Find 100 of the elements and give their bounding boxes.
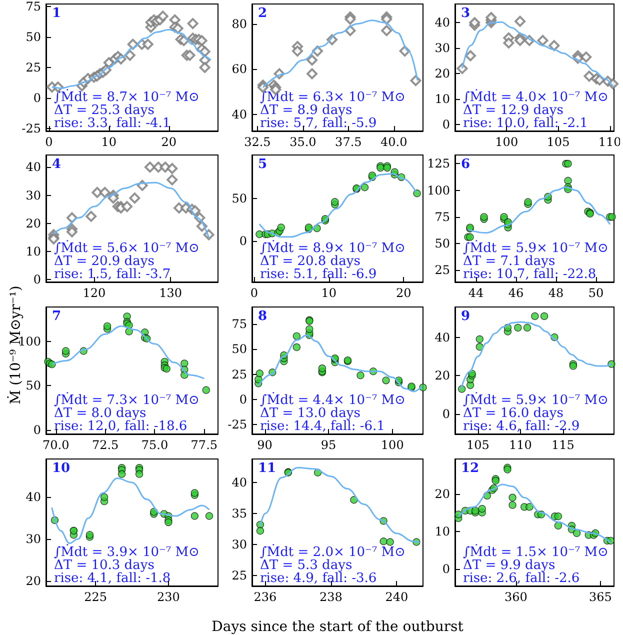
- x-tick-label: 236: [254, 590, 277, 604]
- annotation: ΔT = 20.9 days: [54, 254, 154, 269]
- y-tick-label: 40: [232, 108, 247, 122]
- y-tick-label: 75: [434, 210, 450, 224]
- y-tick-label: 20: [434, 486, 450, 501]
- x-tick-label: 130: [159, 286, 182, 300]
- x-tick-label: 238: [319, 590, 342, 604]
- y-tick-label: 40: [26, 490, 41, 504]
- annotation: ∫Ṁdt = 3.9× 10⁻⁷ M⊙: [54, 544, 200, 560]
- annotation: rise: 10.0, fall: -2.1: [463, 116, 588, 131]
- x-tick-label: 240: [385, 590, 408, 604]
- x-tick-label: 105: [546, 135, 570, 149]
- x-tick-label: 10: [321, 286, 337, 300]
- y-tick-label: 20: [434, 66, 450, 81]
- annotation: ∫Ṁdt = 8.9× 10⁻⁷ M⊙: [260, 240, 406, 256]
- annotation: 4: [52, 157, 62, 172]
- x-tick-label: 365: [589, 590, 612, 604]
- y-tick-label: 75: [232, 317, 247, 332]
- y-tick-label: 0: [442, 562, 450, 576]
- annotation: rise: 1.5, fall: -3.7: [54, 267, 171, 282]
- x-tick-label: 95: [320, 438, 336, 452]
- annotation: rise: 4.1, fall: -1.8: [54, 571, 171, 586]
- annotation: ∫Ṁdt = 2.0× 10⁻⁷ M⊙: [260, 544, 406, 560]
- y-tick-label: 0: [239, 234, 247, 248]
- y-tick-label: 0: [442, 118, 450, 132]
- annotation: 9: [461, 309, 470, 324]
- annotation: ∫Ṁdt = 8.7× 10⁻⁷ M⊙: [54, 89, 200, 105]
- x-tick-label: 110: [509, 438, 532, 452]
- x-tick-label: 20: [161, 135, 176, 149]
- annotation: ∫Ṁdt = 5.9× 10⁻⁷ M⊙: [463, 392, 608, 408]
- x-tick-label: 70.0: [42, 438, 70, 452]
- x-tick-label: 230: [156, 590, 180, 604]
- annotation: ΔT = 8.0 days: [54, 406, 146, 421]
- y-tick-label: 50: [232, 191, 247, 206]
- y-tick-label: 25: [232, 568, 247, 582]
- x-tick-label: 75.0: [141, 438, 168, 452]
- x-tick-label: 32.5: [244, 135, 271, 149]
- y-tick-label: 0: [239, 392, 247, 407]
- annotation: ∫Ṁdt = 4.0× 10⁻⁷ M⊙: [463, 89, 608, 105]
- y-tick-label: 80: [232, 16, 247, 31]
- y-tick-label: 35: [232, 506, 247, 521]
- x-tick-label: 115: [552, 438, 574, 452]
- y-tick-label: 75: [26, 0, 41, 14]
- y-tick-label: 20: [434, 368, 450, 383]
- x-tick-label: 100: [380, 438, 404, 452]
- x-tick-label: 100: [495, 135, 518, 149]
- x-tick-label: 105: [466, 438, 490, 452]
- x-tick-label: 360: [504, 590, 528, 604]
- x-tick-label: 10: [101, 135, 117, 149]
- y-tick-label: 0: [33, 272, 41, 287]
- y-tick-label: 0: [33, 91, 41, 106]
- x-tick-label: 0: [250, 286, 258, 300]
- y-tick-label: 30: [26, 532, 41, 546]
- y-tick-label: 40: [232, 476, 247, 490]
- annotation: ΔT = 5.3 days: [260, 558, 352, 573]
- y-tick-label: 25: [26, 60, 41, 74]
- y-tick-label: 100: [427, 183, 450, 198]
- y-tick-label: 40: [26, 160, 41, 174]
- annotation: rise: 2.6, fall: -2.6: [463, 571, 580, 586]
- x-tick-label: 20: [396, 286, 412, 300]
- annotation: rise: 3.3, fall: -4.1: [54, 116, 171, 131]
- y-tick-label: 40: [434, 330, 450, 344]
- annotation: ΔT = 16.0 days: [463, 406, 564, 421]
- annotation: rise: 12.0, fall: -18.6: [54, 419, 188, 434]
- annotation: rise: 14.4, fall: -6.1: [260, 419, 385, 434]
- y-tick-label: 10: [434, 92, 450, 106]
- y-tick-label: 125: [427, 156, 450, 171]
- annotation: ΔT = 20.8 days: [260, 254, 360, 269]
- x-tick-label: 120: [82, 286, 106, 300]
- annotation: ∫Ṁdt = 7.3× 10⁻⁷ M⊙: [54, 392, 200, 408]
- annotation: rise: 5.1, fall: -6.9: [260, 267, 377, 282]
- y-tick-label: 0: [442, 406, 450, 421]
- x-tick-label: 50: [588, 286, 604, 300]
- annotation: ΔT = 12.9 days: [463, 103, 564, 118]
- annotation: ∫Ṁdt = 5.9× 10⁻⁷ M⊙: [463, 240, 608, 256]
- annotation: 10: [52, 461, 70, 476]
- y-tick-label: 30: [232, 537, 247, 552]
- annotation: rise: 5.7, fall: -5.9: [260, 116, 377, 131]
- annotation: 1: [52, 6, 62, 21]
- y-tick-label: 20: [26, 216, 41, 230]
- annotation: 8: [258, 309, 268, 324]
- y-tick-label: 50: [434, 236, 450, 250]
- y-tick-label: -25: [228, 418, 247, 432]
- x-tick-label: 48: [548, 286, 564, 300]
- x-tick-label: 37.5: [335, 135, 362, 149]
- annotation: ΔT = 10.3 days: [54, 558, 154, 573]
- y-tick-label: 30: [26, 188, 41, 202]
- y-tick-label: 10: [434, 524, 450, 538]
- x-tick-label: 90: [257, 438, 272, 452]
- annotation: ΔT = 9.9 days: [463, 558, 556, 573]
- x-axis-title: Days since the start of the outburst: [212, 619, 464, 635]
- x-tick-label: 40.0: [380, 135, 408, 149]
- x-tick-label: 72.5: [92, 438, 119, 452]
- annotation: 6: [461, 157, 470, 172]
- annotation: ∫Ṁdt = 6.3× 10⁻⁷ M⊙: [260, 89, 406, 105]
- y-tick-label: 25: [434, 263, 450, 278]
- annotation: ΔT = 25.3 days: [54, 103, 154, 118]
- y-tick-label: 0: [33, 423, 41, 438]
- annotation: rise: 10.7, fall: -22.8: [463, 267, 596, 282]
- x-tick-label: 44: [468, 286, 484, 300]
